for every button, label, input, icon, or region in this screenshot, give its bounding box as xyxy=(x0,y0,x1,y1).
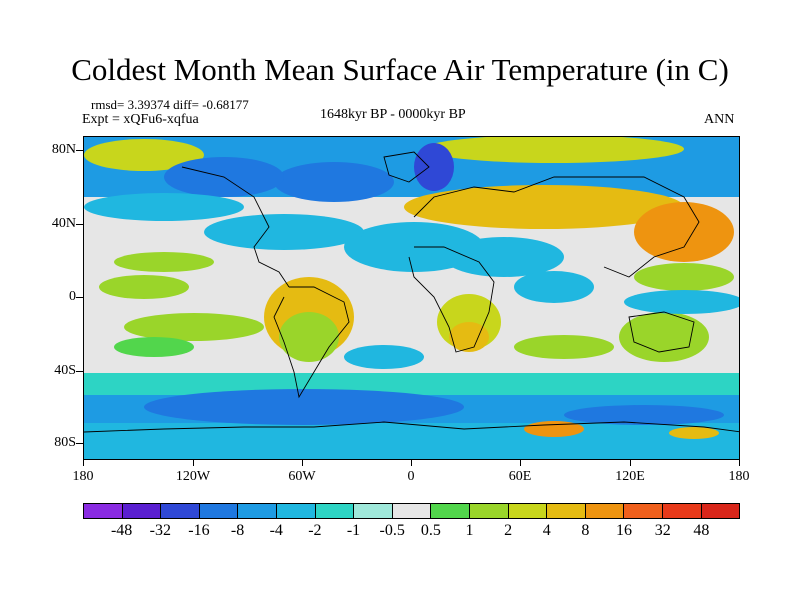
colorbar-swatch xyxy=(392,504,432,518)
colorbar-swatch xyxy=(276,504,316,518)
colorbar-label: 1 xyxy=(465,522,474,539)
colorbar-label: 8 xyxy=(581,522,590,539)
season-label: ANN xyxy=(704,112,735,127)
stats-label: rmsd= 3.39374 diff= -0.68177 xyxy=(91,97,249,112)
tick xyxy=(411,460,412,466)
lon-label: 60E xyxy=(508,469,532,484)
colorbar-swatch xyxy=(662,504,702,518)
colorbar-label: 4 xyxy=(542,522,551,539)
tick xyxy=(302,460,303,466)
tick xyxy=(76,224,83,225)
tick xyxy=(76,371,83,372)
lon-label: 0 xyxy=(407,469,415,484)
colorbar-swatch xyxy=(701,504,740,518)
colorbar-swatch xyxy=(585,504,625,518)
figure-title: Coldest Month Mean Surface Air Temperatu… xyxy=(71,52,729,87)
colorbar-swatch xyxy=(161,504,200,518)
colorbar-swatch xyxy=(508,504,548,518)
tick xyxy=(739,460,740,466)
tick xyxy=(630,460,631,466)
colorbar-label: 16 xyxy=(616,522,633,539)
tick xyxy=(76,150,83,151)
colorbar-swatch xyxy=(199,504,239,518)
lat-label: 80N xyxy=(51,142,76,157)
lon-label: 120E xyxy=(615,469,645,484)
period-label: 1648kyr BP - 0000kyr BP xyxy=(320,107,466,122)
lat-label: 0 xyxy=(69,289,76,304)
tick xyxy=(520,460,521,466)
colorbar-label: 48 xyxy=(693,522,710,539)
lat-label: 40S xyxy=(54,363,76,378)
colorbar-swatch xyxy=(122,504,162,518)
tick xyxy=(193,460,194,466)
colorbar-label: -4 xyxy=(269,522,283,539)
experiment-label: Expt = xQFu6-xqfua xyxy=(82,112,199,127)
colorbar-swatch xyxy=(431,504,470,518)
tick xyxy=(83,460,84,466)
lon-label: 120W xyxy=(175,469,211,484)
colorbar-swatch xyxy=(84,504,123,518)
tick xyxy=(76,297,83,298)
colorbar-label: -8 xyxy=(230,522,245,539)
colorbar-swatch xyxy=(315,504,355,518)
colorbar-label: 0.5 xyxy=(420,522,441,539)
colorbar-label: -32 xyxy=(149,522,171,539)
lon-label: 180 xyxy=(72,469,94,484)
colorbar-swatch xyxy=(238,504,277,518)
colorbar-swatch xyxy=(469,504,509,518)
lon-label: 60W xyxy=(288,469,316,484)
colorbar-label: 2 xyxy=(504,522,513,539)
colorbar-label: -0.5 xyxy=(379,522,405,539)
colorbar-label: 32 xyxy=(654,522,671,539)
temperature-map xyxy=(83,136,740,460)
lat-label: 40N xyxy=(51,216,76,231)
colorbar-swatch xyxy=(354,504,393,518)
colorbar-swatch xyxy=(624,504,663,518)
lat-label: 80S xyxy=(54,435,76,450)
colorbar xyxy=(83,503,740,519)
colorbar-label: -2 xyxy=(308,522,322,539)
colorbar-label: -48 xyxy=(110,522,133,539)
lon-label: 180 xyxy=(728,469,750,484)
tick xyxy=(76,443,83,444)
colorbar-label: -1 xyxy=(346,522,361,539)
colorbar-label: -16 xyxy=(188,522,210,539)
colorbar-swatch xyxy=(547,504,586,518)
